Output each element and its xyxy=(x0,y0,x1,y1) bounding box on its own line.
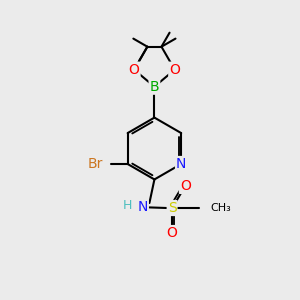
Text: O: O xyxy=(167,226,178,240)
Text: S: S xyxy=(168,201,176,215)
Text: Br: Br xyxy=(87,157,103,171)
Text: N: N xyxy=(137,200,148,214)
Text: O: O xyxy=(169,63,180,77)
Text: B: B xyxy=(150,80,159,94)
Text: CH₃: CH₃ xyxy=(210,203,231,213)
Text: H: H xyxy=(123,200,133,212)
Text: N: N xyxy=(176,157,186,171)
Text: O: O xyxy=(180,179,191,193)
Text: O: O xyxy=(129,63,140,77)
